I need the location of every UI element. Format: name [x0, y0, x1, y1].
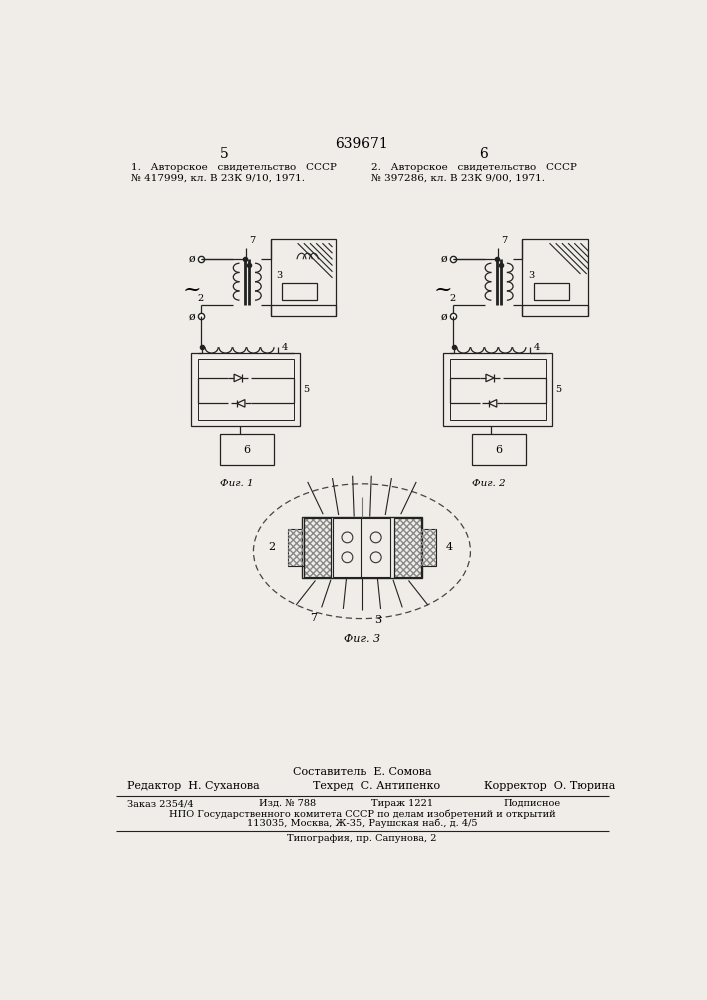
Bar: [450, 359, 546, 420]
Text: 5: 5: [555, 385, 561, 394]
Text: 3: 3: [529, 271, 534, 280]
Text: 639671: 639671: [336, 137, 388, 151]
Bar: [198, 359, 293, 420]
Text: ~: ~: [434, 278, 452, 300]
Text: 6: 6: [496, 445, 503, 455]
Text: № 397286, кл. В 23К 9/00, 1971.: № 397286, кл. В 23К 9/00, 1971.: [371, 174, 545, 183]
Bar: [333, 518, 390, 577]
Text: Составитель  Е. Сомова: Составитель Е. Сомова: [293, 767, 431, 777]
Text: Корректор  О. Тюрина: Корректор О. Тюрина: [484, 781, 615, 791]
Bar: [394, 518, 421, 577]
Bar: [394, 518, 421, 577]
Text: 7: 7: [501, 236, 507, 245]
Bar: [192, 353, 300, 426]
Text: ø: ø: [189, 254, 195, 264]
Text: Изд. № 788: Изд. № 788: [259, 799, 316, 808]
Bar: [534, 283, 569, 300]
Bar: [271, 239, 337, 316]
Text: 2.   Авторское   свидетельство   СССР: 2. Авторское свидетельство СССР: [371, 163, 577, 172]
Text: 3: 3: [374, 615, 381, 625]
Text: ø: ø: [189, 311, 195, 321]
Text: Заказ 2354/4: Заказ 2354/4: [127, 799, 194, 808]
Bar: [443, 353, 552, 426]
Text: 7: 7: [249, 236, 255, 245]
Bar: [288, 529, 304, 566]
Bar: [220, 434, 274, 465]
Text: 2: 2: [268, 542, 275, 552]
Text: Тираж 1221: Тираж 1221: [371, 799, 433, 808]
Text: Техред  С. Антипенко: Техред С. Антипенко: [313, 781, 440, 791]
Text: Фиг. 1: Фиг. 1: [220, 479, 254, 488]
Text: 7: 7: [310, 613, 317, 623]
Bar: [288, 529, 304, 566]
Bar: [394, 518, 421, 577]
Text: 4: 4: [445, 542, 452, 552]
Bar: [304, 518, 331, 577]
Bar: [472, 434, 526, 465]
Text: Фиг. 2: Фиг. 2: [472, 479, 506, 488]
Text: Редактор  Н. Суханова: Редактор Н. Суханова: [127, 781, 260, 791]
Text: 2: 2: [450, 294, 456, 303]
Text: Подписное: Подписное: [503, 799, 560, 808]
Bar: [304, 518, 331, 577]
Text: ~: ~: [182, 278, 201, 300]
Text: Типография, пр. Сапунова, 2: Типография, пр. Сапунова, 2: [287, 834, 437, 843]
Bar: [303, 517, 422, 578]
Text: № 417999, кл. В 23К 9/10, 1971.: № 417999, кл. В 23К 9/10, 1971.: [131, 174, 305, 183]
Text: 6: 6: [479, 147, 488, 161]
Text: ø: ø: [440, 311, 448, 321]
Bar: [421, 529, 436, 566]
Text: 6: 6: [244, 445, 251, 455]
Text: ø: ø: [440, 254, 448, 264]
Text: 3: 3: [276, 271, 283, 280]
Text: 5: 5: [303, 385, 309, 394]
Text: НПО Государственного комитета СССР по делам изобретений и открытий: НПО Государственного комитета СССР по де…: [169, 809, 555, 819]
Bar: [421, 529, 436, 566]
Text: 113035, Москва, Ж-35, Раушская наб., д. 4/5: 113035, Москва, Ж-35, Раушская наб., д. …: [247, 818, 477, 828]
Text: 2: 2: [198, 294, 204, 303]
Bar: [522, 239, 588, 316]
Text: Фиг. 3: Фиг. 3: [344, 634, 380, 644]
Text: 4: 4: [534, 343, 540, 352]
Text: 5: 5: [220, 147, 228, 161]
Text: 4: 4: [282, 343, 288, 352]
Bar: [304, 518, 331, 577]
Text: 1.   Авторское   свидетельство   СССР: 1. Авторское свидетельство СССР: [131, 163, 337, 172]
Bar: [282, 283, 317, 300]
